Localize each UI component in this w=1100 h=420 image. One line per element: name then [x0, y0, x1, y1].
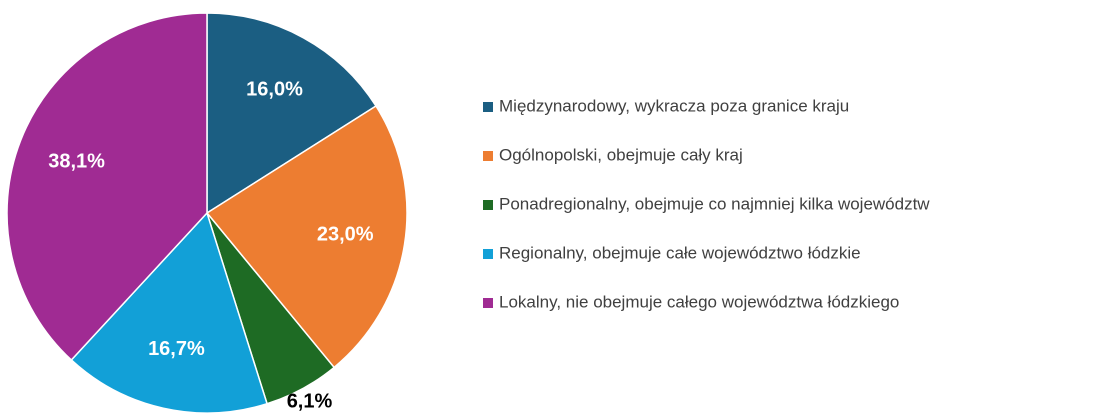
- legend-swatch: [483, 200, 493, 210]
- pie-slice: [205, 104, 408, 369]
- legend-swatch: [483, 102, 493, 112]
- legend-label: Regionalny, obejmuje całe województwo łó…: [499, 243, 861, 262]
- data-label: 16,0%: [246, 79, 303, 101]
- legend-swatch: [483, 249, 493, 259]
- pie-slice: [6, 12, 208, 362]
- legend-swatch: [483, 298, 493, 308]
- legend-label: Lokalny, nie obejmuje całego województwa…: [499, 292, 899, 311]
- data-label: 23,0%: [317, 223, 374, 245]
- pie-slice: [206, 12, 378, 215]
- legend-swatch: [483, 151, 493, 161]
- legend-label: Międzynarodowy, wykracza poza granice kr…: [499, 96, 849, 115]
- legend-label: Ogólnopolski, obejmuje cały kraj: [499, 145, 743, 164]
- data-label: 38,1%: [48, 150, 105, 172]
- data-label: 16,7%: [148, 338, 205, 360]
- data-label: 6,1%: [287, 390, 333, 412]
- pie-slice: [70, 211, 269, 414]
- legend-label: Ponadregionalny, obejmuje co najmniej ki…: [499, 194, 930, 213]
